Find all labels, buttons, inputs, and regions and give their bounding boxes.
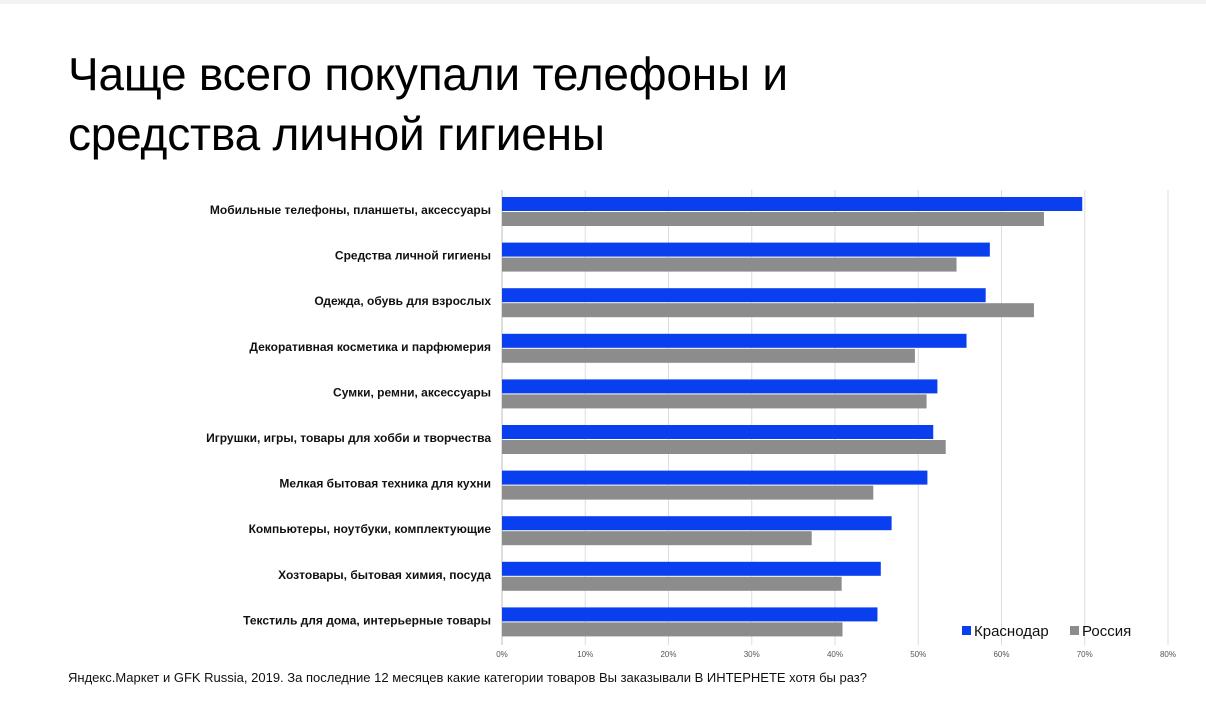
x-tick-label: 70% (1077, 650, 1093, 659)
x-tick-label: 20% (660, 650, 676, 659)
category-label: Хозтовары, бытовая химия, посуда (278, 568, 491, 582)
top-border (0, 0, 1206, 4)
bar-russia (502, 257, 957, 272)
legend-swatch (962, 626, 971, 635)
chart-bars (502, 197, 1083, 637)
bar-krasnodar (502, 288, 986, 303)
bar-krasnodar (502, 379, 938, 394)
chart-legend: Краснодар Россия (962, 623, 1131, 640)
x-tick-label: 10% (577, 650, 593, 659)
bar-russia (502, 212, 1044, 226)
bar-krasnodar (502, 242, 990, 257)
legend-swatch (1070, 626, 1079, 635)
bar-krasnodar (502, 470, 928, 485)
x-tick-label: 40% (827, 650, 843, 659)
title-line-2: средства личной гигиены (68, 108, 605, 160)
x-tick-label: 80% (1160, 650, 1176, 659)
x-tick-label: 50% (910, 650, 926, 659)
category-label: Мобильные телефоны, планшеты, аксессуары (210, 203, 491, 217)
bar-krasnodar (502, 425, 934, 439)
bar-krasnodar (502, 197, 1083, 211)
bar-russia (502, 485, 874, 500)
legend-label: Краснодар (974, 623, 1049, 640)
x-tick-label: 60% (993, 650, 1009, 659)
category-label: Одежда, обувь для взрослых (314, 294, 491, 308)
bar-russia (502, 348, 915, 363)
x-axis-ticks: 0% 10% 20% 30% 40% 50% 60% 70% 80% (496, 650, 1176, 659)
category-label: Декоративная косметика и парфюмерия (249, 340, 491, 354)
bar-russia (502, 622, 843, 637)
source-footnote: Яндекс.Маркет и GFK Russia, 2019. За пос… (68, 670, 867, 685)
category-label: Текстиль для дома, интерьерные товары (243, 613, 491, 627)
title-line-1: Чаще всего покупали телефоны и (68, 48, 788, 100)
bar-russia (502, 440, 946, 454)
bar-krasnodar (502, 607, 878, 622)
category-label: Сумки, ремни, аксессуары (333, 385, 491, 399)
page-title: Чаще всего покупали телефоны и средства … (68, 44, 1068, 164)
x-tick-label: 30% (744, 650, 760, 659)
bar-russia (502, 576, 842, 591)
bar-krasnodar (502, 516, 892, 531)
category-label: Компьютеры, ноутбуки, комплектующие (249, 522, 492, 536)
category-labels: Мобильные телефоны, планшеты, аксессуары… (206, 203, 491, 627)
category-label: Средства личной гигиены (335, 249, 491, 263)
bar-russia (502, 394, 927, 409)
category-label: Игрушки, игры, товары для хобби и творче… (206, 431, 491, 445)
bar-russia (502, 531, 812, 546)
bar-krasnodar (502, 561, 881, 576)
bar-krasnodar (502, 333, 967, 348)
legend-label: Россия (1082, 623, 1131, 640)
category-label: Мелкая бытовая техника для кухни (279, 477, 491, 491)
x-tick-label: 0% (496, 650, 508, 659)
bar-russia (502, 303, 1034, 318)
